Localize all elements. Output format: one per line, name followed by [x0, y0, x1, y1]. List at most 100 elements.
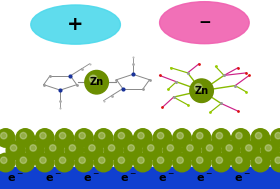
- Ellipse shape: [128, 145, 134, 151]
- Ellipse shape: [134, 153, 152, 172]
- Ellipse shape: [183, 141, 201, 160]
- Text: e$^-$: e$^-$: [45, 173, 62, 184]
- Text: Zn: Zn: [195, 86, 209, 96]
- Ellipse shape: [31, 5, 120, 44]
- Ellipse shape: [153, 153, 172, 172]
- Ellipse shape: [55, 129, 74, 147]
- Ellipse shape: [90, 75, 97, 83]
- Ellipse shape: [50, 145, 56, 151]
- Ellipse shape: [45, 141, 64, 160]
- Ellipse shape: [124, 141, 142, 160]
- Ellipse shape: [138, 132, 144, 139]
- Ellipse shape: [187, 145, 193, 151]
- Text: e$^-$: e$^-$: [83, 173, 99, 184]
- Ellipse shape: [157, 157, 164, 163]
- Ellipse shape: [271, 153, 280, 172]
- Ellipse shape: [118, 132, 125, 139]
- Ellipse shape: [222, 141, 240, 160]
- Ellipse shape: [0, 129, 15, 147]
- Ellipse shape: [226, 145, 232, 151]
- Ellipse shape: [197, 132, 203, 139]
- Ellipse shape: [1, 132, 7, 139]
- Text: e$^-$: e$^-$: [234, 173, 251, 184]
- Ellipse shape: [271, 129, 280, 147]
- Ellipse shape: [206, 145, 213, 151]
- Ellipse shape: [36, 129, 54, 147]
- Ellipse shape: [30, 145, 36, 151]
- Ellipse shape: [20, 132, 27, 139]
- Ellipse shape: [55, 153, 74, 172]
- Ellipse shape: [173, 129, 191, 147]
- Ellipse shape: [26, 141, 44, 160]
- Ellipse shape: [104, 141, 123, 160]
- Ellipse shape: [232, 129, 250, 147]
- Ellipse shape: [40, 157, 46, 163]
- Ellipse shape: [275, 132, 280, 139]
- Ellipse shape: [246, 145, 252, 151]
- Ellipse shape: [75, 129, 93, 147]
- Ellipse shape: [232, 153, 250, 172]
- Ellipse shape: [173, 153, 191, 172]
- Ellipse shape: [160, 2, 249, 44]
- Ellipse shape: [40, 132, 46, 139]
- Ellipse shape: [10, 145, 17, 151]
- Bar: [0, 167, 280, 189]
- Ellipse shape: [216, 132, 223, 139]
- Ellipse shape: [0, 153, 15, 172]
- Ellipse shape: [6, 141, 25, 160]
- Ellipse shape: [148, 145, 154, 151]
- Ellipse shape: [236, 157, 242, 163]
- Ellipse shape: [265, 145, 272, 151]
- Ellipse shape: [16, 153, 34, 172]
- Ellipse shape: [79, 157, 85, 163]
- Ellipse shape: [167, 145, 174, 151]
- Ellipse shape: [118, 157, 125, 163]
- Ellipse shape: [94, 129, 113, 147]
- Ellipse shape: [69, 145, 76, 151]
- Text: −: −: [198, 15, 211, 30]
- Text: e$^-$: e$^-$: [158, 173, 175, 184]
- Ellipse shape: [108, 145, 115, 151]
- Ellipse shape: [134, 129, 152, 147]
- Ellipse shape: [197, 157, 203, 163]
- Ellipse shape: [143, 141, 162, 160]
- Ellipse shape: [251, 153, 270, 172]
- Ellipse shape: [16, 129, 34, 147]
- Ellipse shape: [163, 141, 181, 160]
- Ellipse shape: [153, 129, 172, 147]
- Ellipse shape: [241, 141, 260, 160]
- Ellipse shape: [195, 84, 202, 91]
- Ellipse shape: [216, 157, 223, 163]
- Ellipse shape: [79, 132, 85, 139]
- Ellipse shape: [36, 153, 54, 172]
- Text: e$^-$: e$^-$: [196, 173, 213, 184]
- Ellipse shape: [255, 157, 262, 163]
- Ellipse shape: [59, 132, 66, 139]
- Ellipse shape: [192, 153, 211, 172]
- Ellipse shape: [85, 141, 103, 160]
- Ellipse shape: [212, 153, 230, 172]
- Text: +: +: [67, 15, 84, 34]
- Ellipse shape: [190, 79, 213, 102]
- Text: Zn: Zn: [90, 77, 104, 87]
- Text: e$^-$: e$^-$: [120, 173, 137, 184]
- Ellipse shape: [65, 141, 83, 160]
- Ellipse shape: [114, 153, 132, 172]
- Ellipse shape: [99, 132, 105, 139]
- Text: e$^-$: e$^-$: [7, 173, 24, 184]
- Ellipse shape: [157, 132, 164, 139]
- Ellipse shape: [275, 157, 280, 163]
- Ellipse shape: [20, 157, 27, 163]
- Ellipse shape: [177, 132, 183, 139]
- Ellipse shape: [99, 157, 105, 163]
- Ellipse shape: [251, 129, 270, 147]
- Ellipse shape: [59, 157, 66, 163]
- Ellipse shape: [75, 153, 93, 172]
- Ellipse shape: [236, 132, 242, 139]
- Ellipse shape: [85, 70, 108, 94]
- Ellipse shape: [1, 157, 7, 163]
- Ellipse shape: [138, 157, 144, 163]
- Ellipse shape: [89, 145, 95, 151]
- Ellipse shape: [255, 132, 262, 139]
- Ellipse shape: [212, 129, 230, 147]
